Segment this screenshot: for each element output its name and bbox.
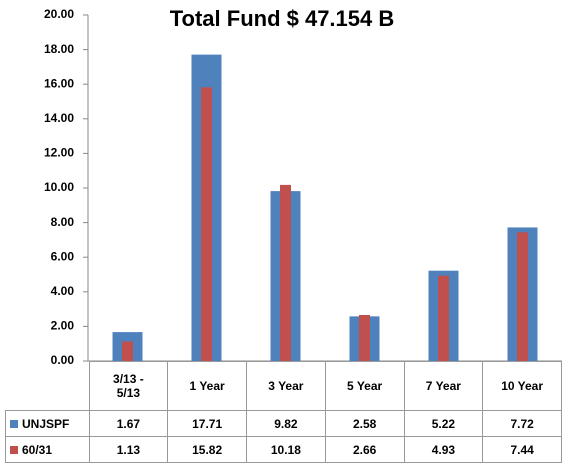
value-cell: 2.58 [324, 410, 405, 437]
category-label: 10 Year [482, 361, 562, 411]
value-cell: 1.13 [88, 436, 169, 463]
y-tick-label: 6.00 [51, 249, 75, 263]
value-cell: 1.67 [88, 410, 169, 437]
y-tick-label: 4.00 [51, 284, 75, 298]
value-cell: 17.71 [167, 410, 247, 437]
y-tick-label: 18.00 [44, 42, 74, 56]
legend-key [10, 445, 18, 454]
value-cell: 2.66 [324, 436, 405, 463]
series-row: 60/31 1.13 15.82 10.18 2.66 4.93 7.44 [5, 436, 562, 463]
legend-entry: 60/31 [5, 436, 90, 463]
value-cell: 7.44 [482, 436, 562, 463]
series-row: UNJSPF 1.67 17.71 9.82 2.58 5.22 7.72 [5, 410, 562, 437]
y-tick-label: 8.00 [51, 215, 75, 229]
value-cell: 5.22 [403, 410, 484, 437]
y-tick-label: 20.00 [44, 7, 74, 21]
y-tick-label: 16.00 [44, 76, 74, 90]
category-label: 3 Year [246, 361, 326, 411]
bar [201, 87, 212, 362]
bar [517, 232, 528, 361]
value-cell: 15.82 [167, 436, 247, 463]
legend-entry: UNJSPF [5, 410, 90, 437]
bar [359, 314, 370, 361]
bar [280, 184, 291, 361]
y-tick-label: 14.00 [44, 111, 74, 125]
y-tick-label: 10.00 [44, 180, 74, 194]
value-cell: 4.93 [403, 436, 484, 463]
bar [438, 275, 449, 361]
value-cell: 10.18 [246, 436, 326, 463]
category-label: 7 Year [403, 361, 484, 411]
header-row: 3/13 - 5/13 1 Year 3 Year 5 Year 7 Year 10 Ye… [6, 361, 562, 411]
category-label: 3/13 - 5/13 [88, 361, 169, 411]
value-cell: 9.82 [246, 410, 326, 437]
value-cell: 7.72 [482, 410, 562, 437]
category-label: 1 Year [167, 361, 247, 411]
bar [122, 341, 133, 361]
category-label: 5 Year [324, 361, 405, 411]
y-tick-label: 12.00 [44, 146, 74, 160]
chart-title: Total Fund $ 47.154 B [170, 6, 395, 31]
data-table: 3/13 - 5/13 1 Year 3 Year 5 Year 7 Year 10 Ye… [5, 361, 562, 463]
legend-label: 60/31 [22, 442, 53, 457]
y-tick-label: 2.00 [51, 319, 75, 333]
y-tick-label: 0.00 [51, 353, 75, 367]
legend-key [10, 419, 18, 428]
corner [6, 362, 90, 411]
legend-label: UNJSPF [22, 416, 70, 431]
